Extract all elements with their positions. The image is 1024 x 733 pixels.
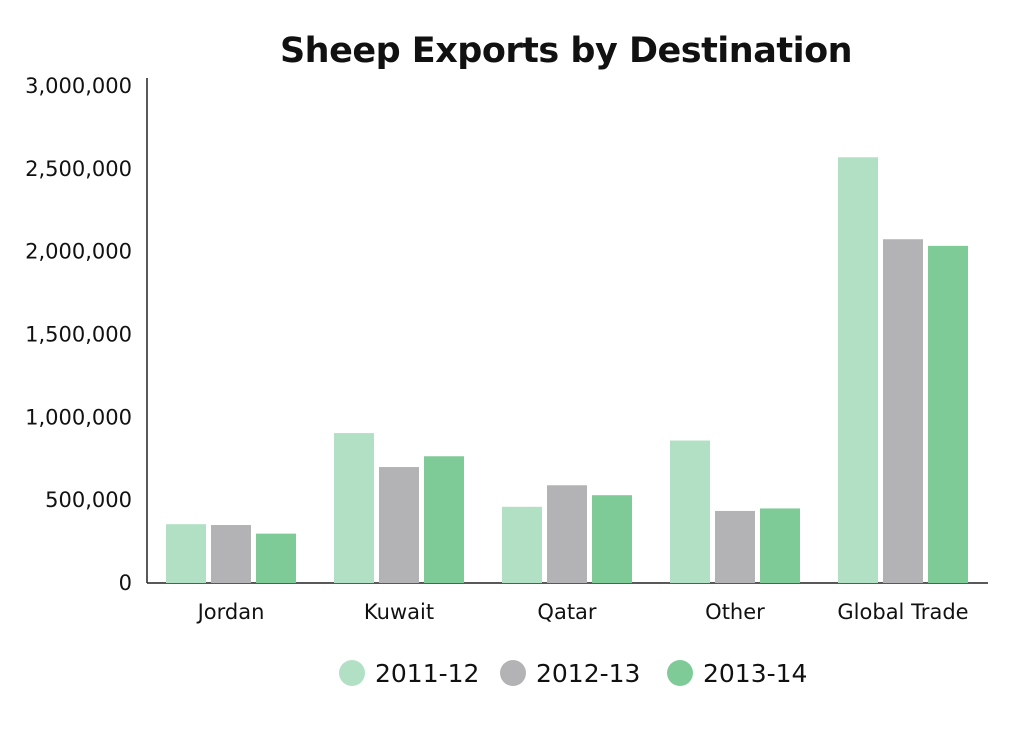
- bar: [334, 433, 374, 583]
- y-tick-label: 1,000,000: [25, 405, 132, 429]
- y-tick-label: 2,000,000: [25, 240, 132, 264]
- bar: [760, 508, 800, 583]
- legend-swatch: [667, 660, 693, 686]
- bar: [256, 533, 296, 583]
- y-tick-label: 3,000,000: [25, 74, 132, 98]
- x-tick-label: Jordan: [196, 600, 265, 624]
- y-tick-label: 1,500,000: [25, 323, 132, 347]
- x-tick-label: Global Trade: [837, 600, 968, 624]
- y-tick-label: 2,500,000: [25, 157, 132, 181]
- chart-title: Sheep Exports by Destination: [280, 31, 852, 71]
- y-tick-label: 0: [119, 571, 132, 595]
- y-tick-label: 500,000: [45, 488, 132, 512]
- bars: [166, 157, 968, 583]
- legend-swatch: [500, 660, 526, 686]
- bar: [166, 524, 206, 583]
- x-tick-label: Kuwait: [364, 600, 434, 624]
- x-tick-label: Other: [705, 600, 765, 624]
- y-axis: 0 500,000 1,000,000 1,500,000 2,000,000 2,500…: [25, 74, 148, 595]
- legend-swatch: [339, 660, 365, 686]
- bar: [928, 245, 968, 583]
- bar: [424, 456, 464, 583]
- bar: [547, 485, 587, 583]
- legend-label: 2012-13: [536, 659, 640, 688]
- legend-label: 2013-14: [703, 659, 807, 688]
- legend: 2011-12 2012-13 2013-14: [339, 659, 807, 688]
- bar: [211, 525, 251, 583]
- bar: [883, 239, 923, 583]
- bar: [379, 467, 419, 583]
- bar: [838, 157, 878, 583]
- legend-label: 2011-12: [375, 659, 479, 688]
- bar: [502, 506, 542, 583]
- bar: [592, 495, 632, 583]
- bar: [715, 510, 755, 583]
- bar: [670, 440, 710, 583]
- x-tick-label: Qatar: [537, 600, 597, 624]
- x-axis: Jordan Kuwait Qatar Other Global Trade: [147, 582, 988, 624]
